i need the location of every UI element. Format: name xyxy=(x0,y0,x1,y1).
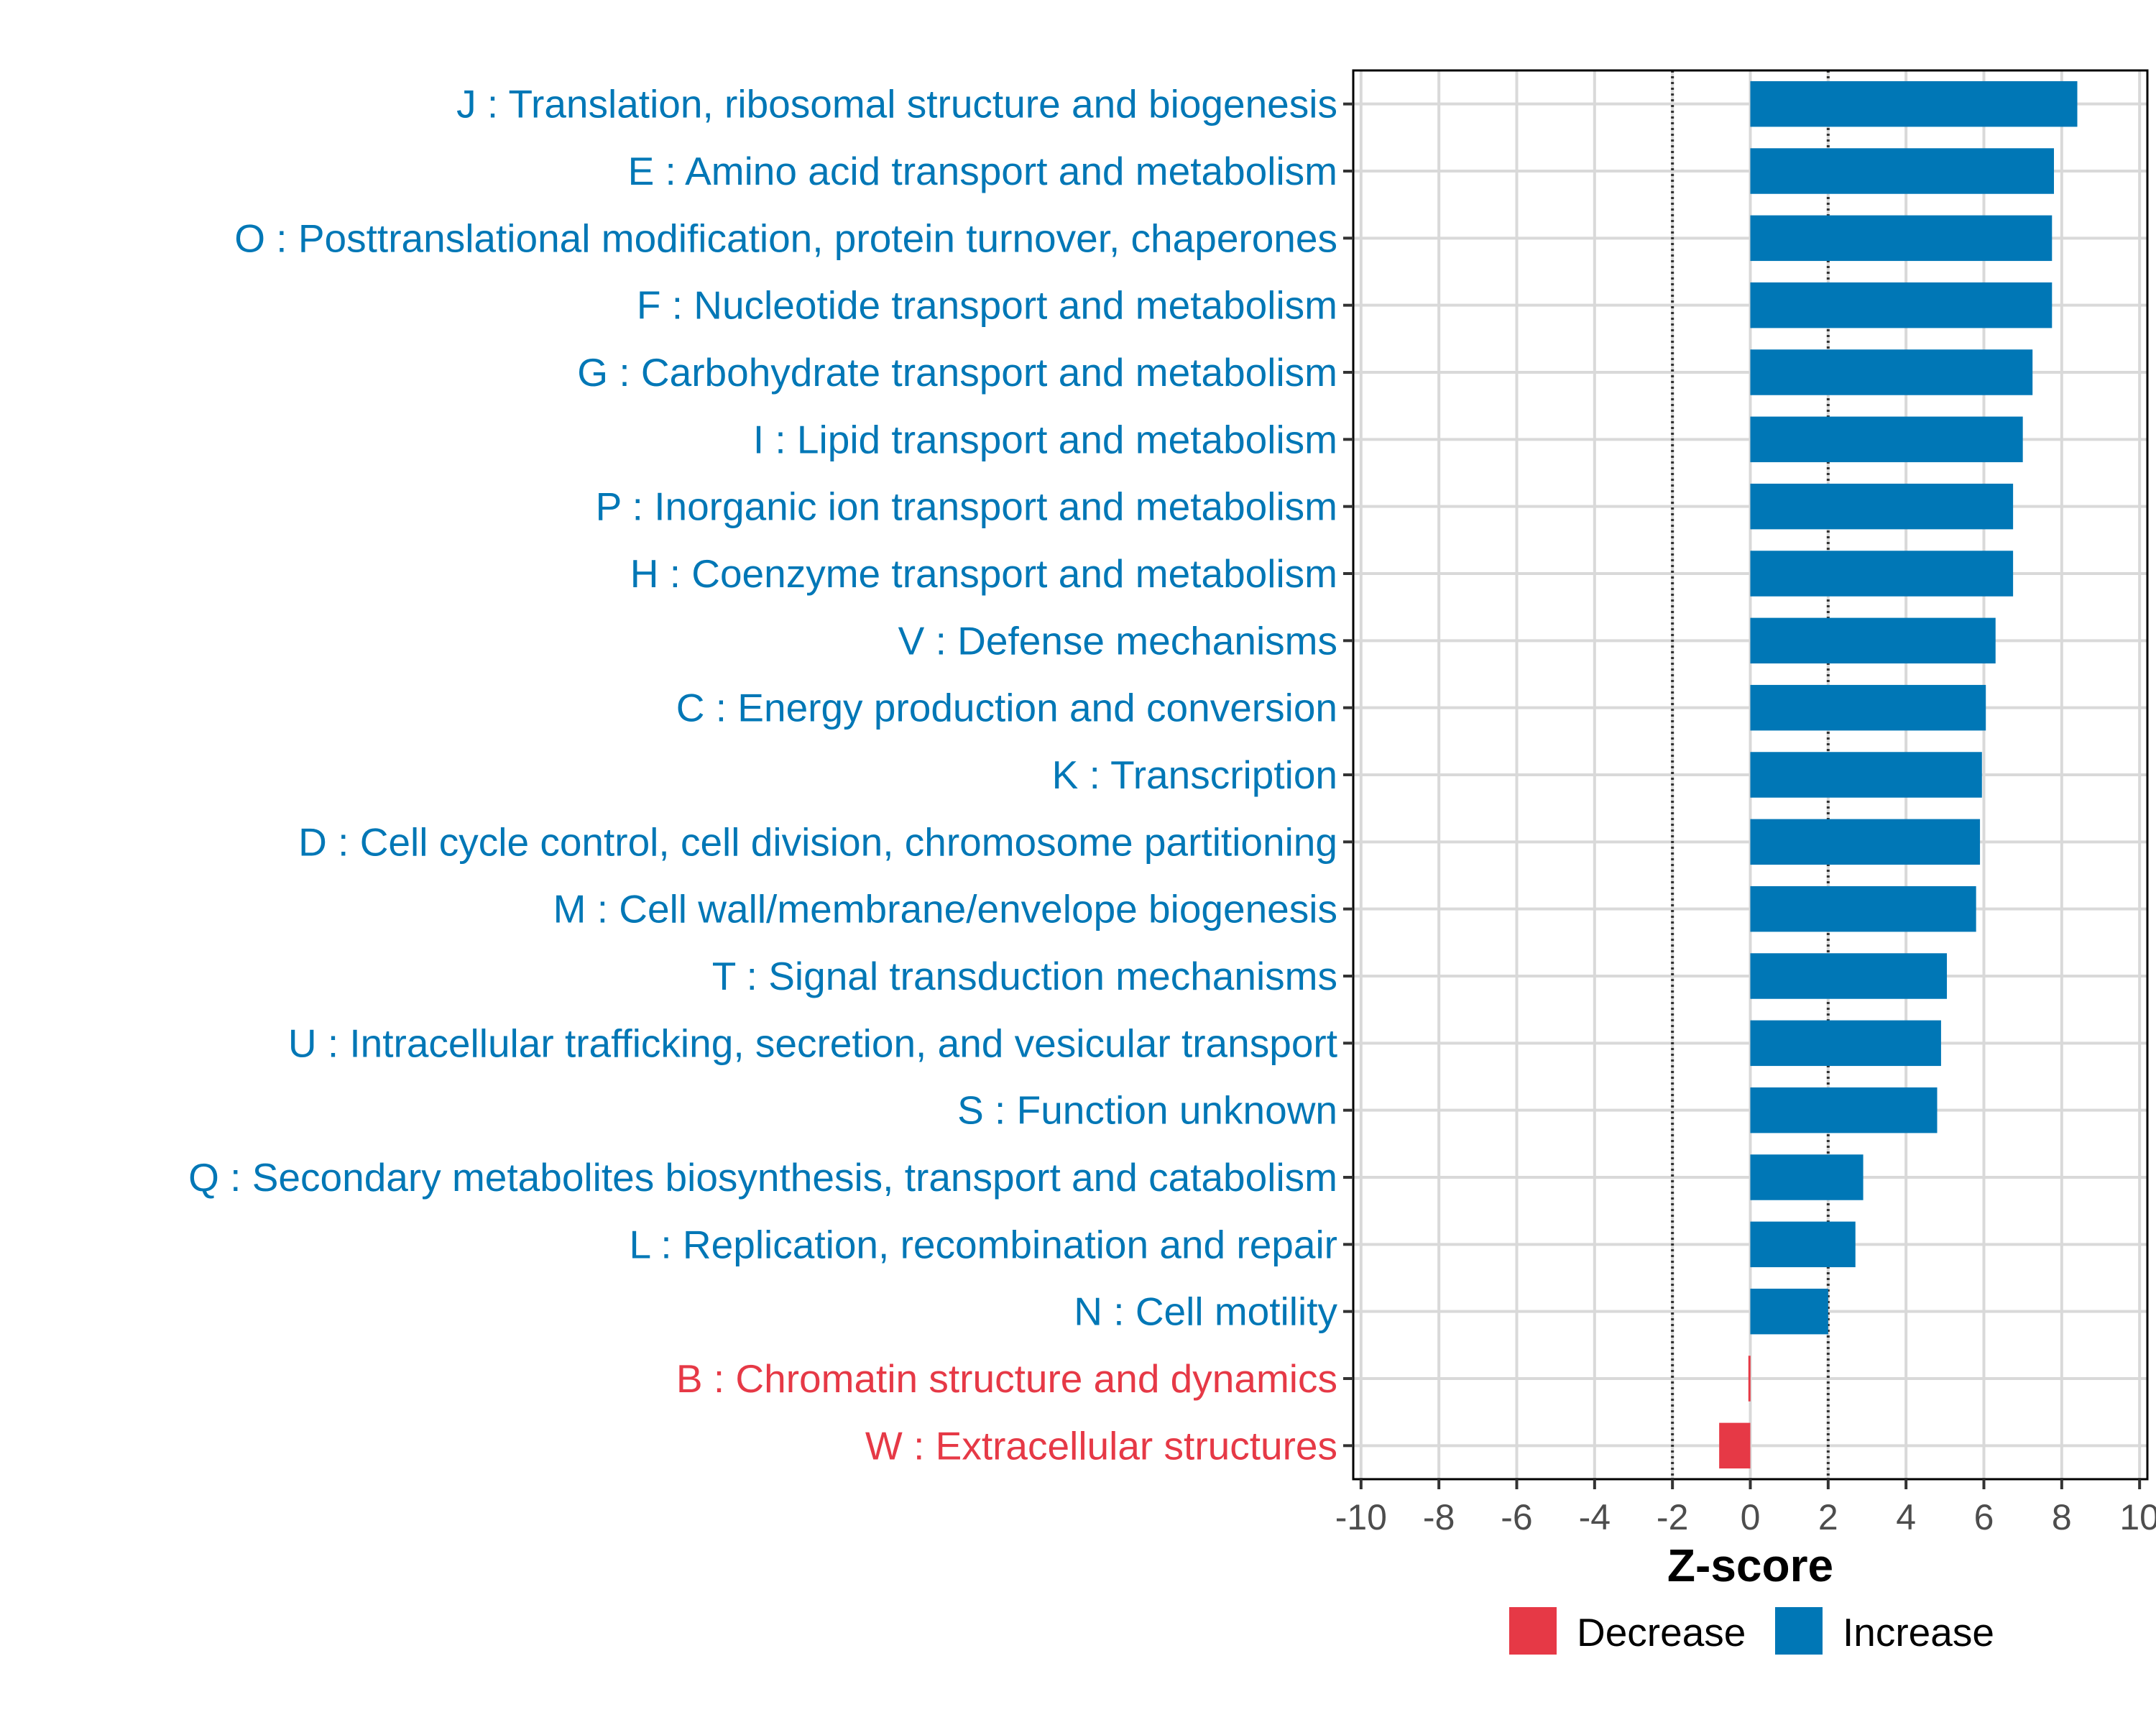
bar xyxy=(1750,483,2014,530)
category-label: P : Inorganic ion transport and metaboli… xyxy=(596,484,1337,529)
category-label: W : Extracellular structures xyxy=(865,1423,1337,1468)
bar xyxy=(1748,1356,1751,1402)
legend-label: Increase xyxy=(1843,1610,1994,1655)
bar xyxy=(1750,1154,1864,1200)
category-label: G : Carbohydrate transport and metabolis… xyxy=(577,350,1337,395)
bar xyxy=(1719,1422,1751,1469)
category-label: S : Function unknown xyxy=(957,1088,1337,1133)
bar xyxy=(1750,282,2053,328)
bar xyxy=(1750,886,1976,932)
bar xyxy=(1750,349,2033,395)
category-label: H : Coenzyme transport and metabolism xyxy=(630,551,1337,596)
category-label: J : Translation, ribosomal structure and… xyxy=(456,82,1337,126)
bar xyxy=(1750,953,1948,999)
bars xyxy=(1719,80,2078,1469)
legend-swatch xyxy=(1509,1607,1557,1655)
category-label: B : Chromatin structure and dynamics xyxy=(676,1356,1337,1401)
category-label: F : Nucleotide transport and metabolism xyxy=(637,283,1337,328)
x-tick-label: 0 xyxy=(1741,1497,1761,1537)
x-tick-label: -2 xyxy=(1657,1497,1688,1537)
category-label: V : Defense mechanisms xyxy=(898,618,1337,663)
x-tick-label: -6 xyxy=(1501,1497,1532,1537)
category-label: E : Amino acid transport and metabolism xyxy=(628,149,1337,193)
x-tick-label: 2 xyxy=(1818,1497,1838,1537)
category-label: K : Transcription xyxy=(1052,753,1337,797)
x-tick-label: -10 xyxy=(1335,1497,1387,1537)
category-label: Q : Secondary metabolites biosynthesis, … xyxy=(188,1155,1337,1200)
bar xyxy=(1750,1288,1828,1335)
bar xyxy=(1750,752,1982,798)
bar xyxy=(1750,215,2053,262)
x-tick-label: 6 xyxy=(1974,1497,1994,1537)
x-tick-label: -8 xyxy=(1423,1497,1455,1537)
x-tick-label: 10 xyxy=(2119,1497,2156,1537)
x-tick-label: 4 xyxy=(1896,1497,1916,1537)
category-label: L : Replication, recombination and repai… xyxy=(630,1222,1337,1266)
bar xyxy=(1750,1087,1938,1133)
bar xyxy=(1750,1221,1856,1268)
category-label: O : Posttranslational modification, prot… xyxy=(234,216,1337,260)
bar xyxy=(1750,684,1986,731)
category-label: I : Lipid transport and metabolism xyxy=(753,417,1337,461)
category-label: N : Cell motility xyxy=(1074,1289,1337,1334)
category-label: D : Cell cycle control, cell division, c… xyxy=(298,819,1337,864)
bar xyxy=(1750,819,1981,865)
category-labels: J : Translation, ribosomal structure and… xyxy=(188,82,1353,1468)
bar xyxy=(1750,416,2023,463)
x-axis-title: Z-score xyxy=(1667,1540,1833,1591)
category-label: C : Energy production and conversion xyxy=(676,686,1337,730)
legend: Decrease Increase xyxy=(1509,1607,1994,1655)
legend-label: Decrease xyxy=(1577,1610,1746,1655)
category-label: U : Intracellular trafficking, secretion… xyxy=(288,1021,1337,1065)
bar xyxy=(1750,80,2078,127)
category-label: M : Cell wall/membrane/envelope biogenes… xyxy=(553,887,1337,932)
bar xyxy=(1750,617,1996,664)
bar xyxy=(1750,1020,1941,1067)
bar xyxy=(1750,551,2014,597)
category-label: T : Signal transduction mechanisms xyxy=(712,954,1337,998)
x-axis: -10 -8 -6 -4 -2 0 2 4 6 8 10 xyxy=(1335,1479,2156,1537)
x-tick-label: 8 xyxy=(2052,1497,2072,1537)
legend-swatch xyxy=(1775,1607,1823,1655)
x-tick-label: -4 xyxy=(1579,1497,1611,1537)
bar xyxy=(1750,148,2054,194)
